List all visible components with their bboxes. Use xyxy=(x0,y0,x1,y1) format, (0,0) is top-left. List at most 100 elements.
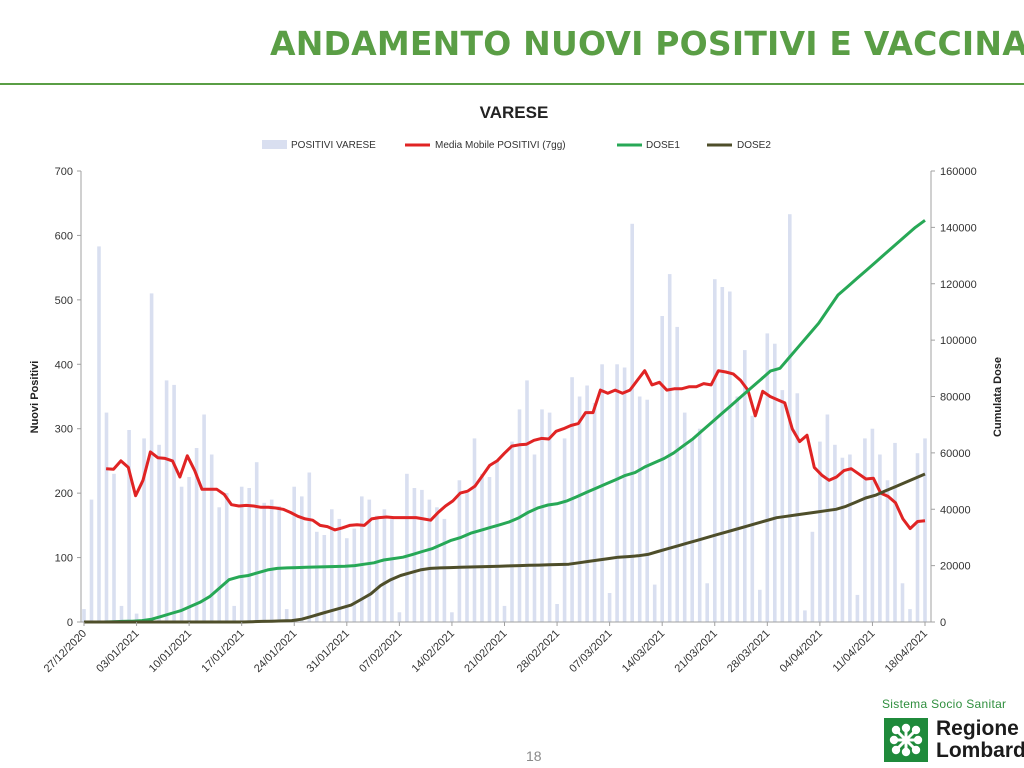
bar-positivi xyxy=(480,473,484,622)
bar-positivi xyxy=(142,438,146,622)
y2-tick-label: 160000 xyxy=(940,166,977,178)
bar-positivi xyxy=(713,279,717,622)
x-tick-label: 28/03/2021 xyxy=(725,628,772,675)
bar-positivi xyxy=(247,488,251,622)
x-tick-label: 18/04/2021 xyxy=(883,628,930,675)
x-tick-label: 07/03/2021 xyxy=(567,628,614,675)
lines-layer xyxy=(84,219,926,624)
series-line-dose1 xyxy=(84,219,926,624)
bar-positivi xyxy=(232,605,236,622)
bar-positivi xyxy=(532,454,537,622)
legend: POSITIVI VARESE Media Mobile POSITIVI (7… xyxy=(262,140,771,151)
x-tick-label: 14/02/2021 xyxy=(410,628,457,675)
bar-positivi xyxy=(277,506,281,622)
bar-positivi xyxy=(194,448,199,622)
y2-tick-label: 60000 xyxy=(940,448,971,460)
y2-axis-label: Cumulata Dose xyxy=(992,357,1004,437)
x-tick-label: 24/01/2021 xyxy=(252,628,299,675)
bar-positivi xyxy=(645,399,649,622)
bar-positivi xyxy=(547,412,552,622)
bar-positivi xyxy=(172,384,176,622)
x-tick-label: 14/03/2021 xyxy=(620,628,667,675)
bar-positivi xyxy=(562,438,567,622)
page-number: 18 xyxy=(526,748,542,764)
brand-name-line1: Regione xyxy=(936,717,1019,740)
bars-layer xyxy=(82,214,927,623)
bar-positivi xyxy=(900,583,905,622)
bar-positivi xyxy=(577,396,582,622)
bar-positivi xyxy=(750,415,755,622)
bar-positivi xyxy=(690,438,694,622)
bar-positivi xyxy=(352,528,357,622)
x-tick-label: 31/01/2021 xyxy=(305,628,352,675)
x-tick-label: 21/03/2021 xyxy=(673,628,720,675)
bar-positivi xyxy=(345,538,349,622)
bar-positivi xyxy=(292,486,296,622)
bar-positivi xyxy=(735,396,740,622)
bar-positivi xyxy=(307,472,312,622)
bar-positivi xyxy=(119,605,124,622)
bar-positivi xyxy=(555,604,559,622)
y-tick-label: 600 xyxy=(55,230,73,242)
bar-positivi xyxy=(472,438,477,622)
bar-positivi xyxy=(893,442,897,622)
x-tick-label: 21/02/2021 xyxy=(462,628,509,675)
bar-positivi xyxy=(397,612,402,622)
bar-positivi xyxy=(818,441,822,622)
bar-positivi xyxy=(239,486,244,622)
bar-positivi xyxy=(795,393,800,622)
bar-positivi xyxy=(510,441,514,622)
slide-title: ANDAMENTO NUOVI POSITIVI E VACCINAT xyxy=(270,24,1024,63)
bar-positivi xyxy=(375,515,379,622)
bar-positivi xyxy=(224,493,229,622)
bar-positivi xyxy=(600,364,604,622)
x-tick-label: 17/01/2021 xyxy=(199,628,246,675)
bar-positivi xyxy=(863,438,867,622)
x-tick-label: 28/02/2021 xyxy=(515,628,562,675)
bar-positivi xyxy=(908,609,912,622)
bar-positivi xyxy=(300,496,304,622)
bar-positivi xyxy=(457,480,462,622)
bar-positivi xyxy=(803,610,807,622)
y2-tick-label: 80000 xyxy=(940,392,971,404)
bar-positivi xyxy=(758,589,762,622)
bar-positivi xyxy=(487,477,492,622)
bar-positivi xyxy=(427,499,432,622)
bar-positivi xyxy=(315,531,319,622)
bar-positivi xyxy=(652,584,657,622)
bar-positivi xyxy=(848,454,852,622)
bar-positivi xyxy=(382,509,387,623)
x-tick-label: 04/04/2021 xyxy=(778,628,825,675)
y2-tick-label: 120000 xyxy=(940,279,977,291)
bar-positivi xyxy=(450,612,454,622)
bar-positivi xyxy=(682,412,687,622)
legend-label-dose1: DOSE1 xyxy=(646,140,680,151)
y2-tick-label: 40000 xyxy=(940,504,971,516)
y-tick-label: 400 xyxy=(55,359,73,371)
series-line-dose2 xyxy=(84,472,926,624)
bar-positivi xyxy=(637,396,642,622)
chart-title: VARESE xyxy=(480,103,549,122)
y-tick-label: 700 xyxy=(55,166,73,178)
x-tick-label: 10/01/2021 xyxy=(147,628,194,675)
bar-positivi xyxy=(157,444,161,622)
bar-positivi xyxy=(585,385,589,622)
bar-positivi xyxy=(390,518,394,622)
y2-tick-label: 100000 xyxy=(940,335,977,347)
bar-positivi xyxy=(697,428,702,622)
bar-positivi xyxy=(540,409,544,622)
bar-positivi xyxy=(112,473,116,622)
bar-positivi xyxy=(765,333,770,622)
bar-positivi xyxy=(104,412,109,622)
bar-positivi xyxy=(855,594,860,622)
bar-positivi xyxy=(435,507,439,622)
bar-positivi xyxy=(262,502,266,622)
bar-positivi xyxy=(322,535,327,622)
y-tick-label: 0 xyxy=(67,617,73,629)
bar-positivi xyxy=(675,326,679,622)
bar-positivi xyxy=(923,438,927,622)
bar-positivi xyxy=(660,316,664,622)
x-tick-label: 11/04/2021 xyxy=(831,628,878,675)
x-tick-label: 03/01/2021 xyxy=(94,628,141,675)
